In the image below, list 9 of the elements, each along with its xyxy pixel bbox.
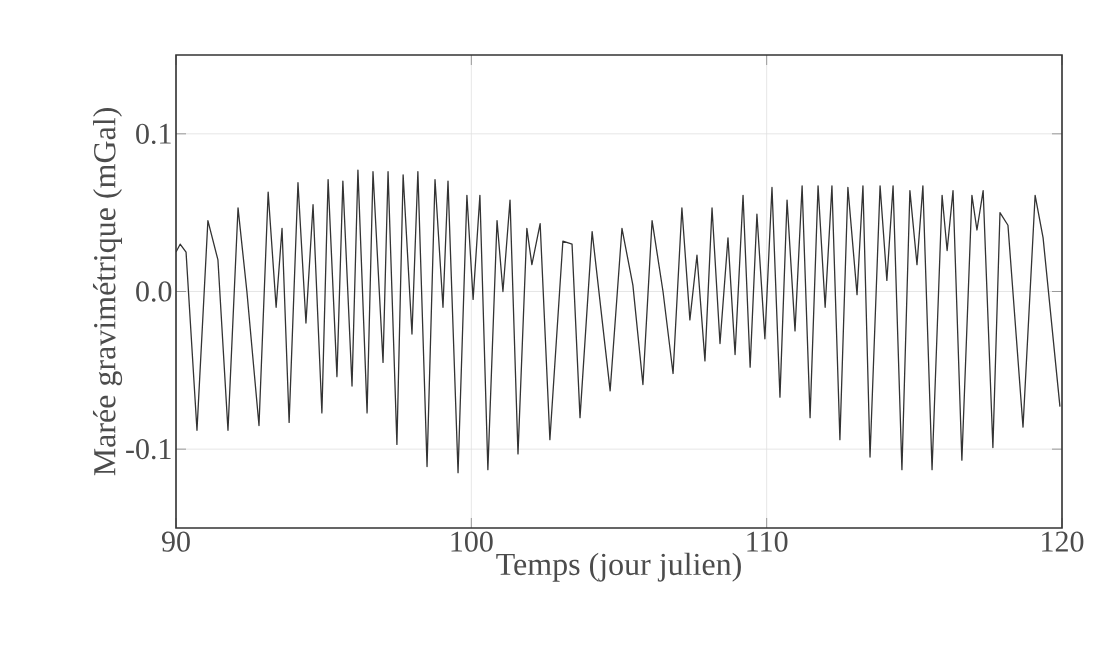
y-tick-label: -0.1 bbox=[126, 438, 171, 460]
x-axis-title: Temps (jour julien) bbox=[496, 552, 741, 582]
y-tick-label: 0.1 bbox=[136, 123, 171, 145]
y-axis-title: Marée gravimétrique (mGal) bbox=[92, 108, 123, 476]
x-tick-label: 120 bbox=[1042, 531, 1084, 552]
x-tick-label: 110 bbox=[747, 531, 788, 552]
x-tick-label: 90 bbox=[161, 531, 190, 552]
y-tick-label: 0.0 bbox=[136, 281, 172, 302]
x-tick-label: 100 bbox=[451, 531, 493, 552]
